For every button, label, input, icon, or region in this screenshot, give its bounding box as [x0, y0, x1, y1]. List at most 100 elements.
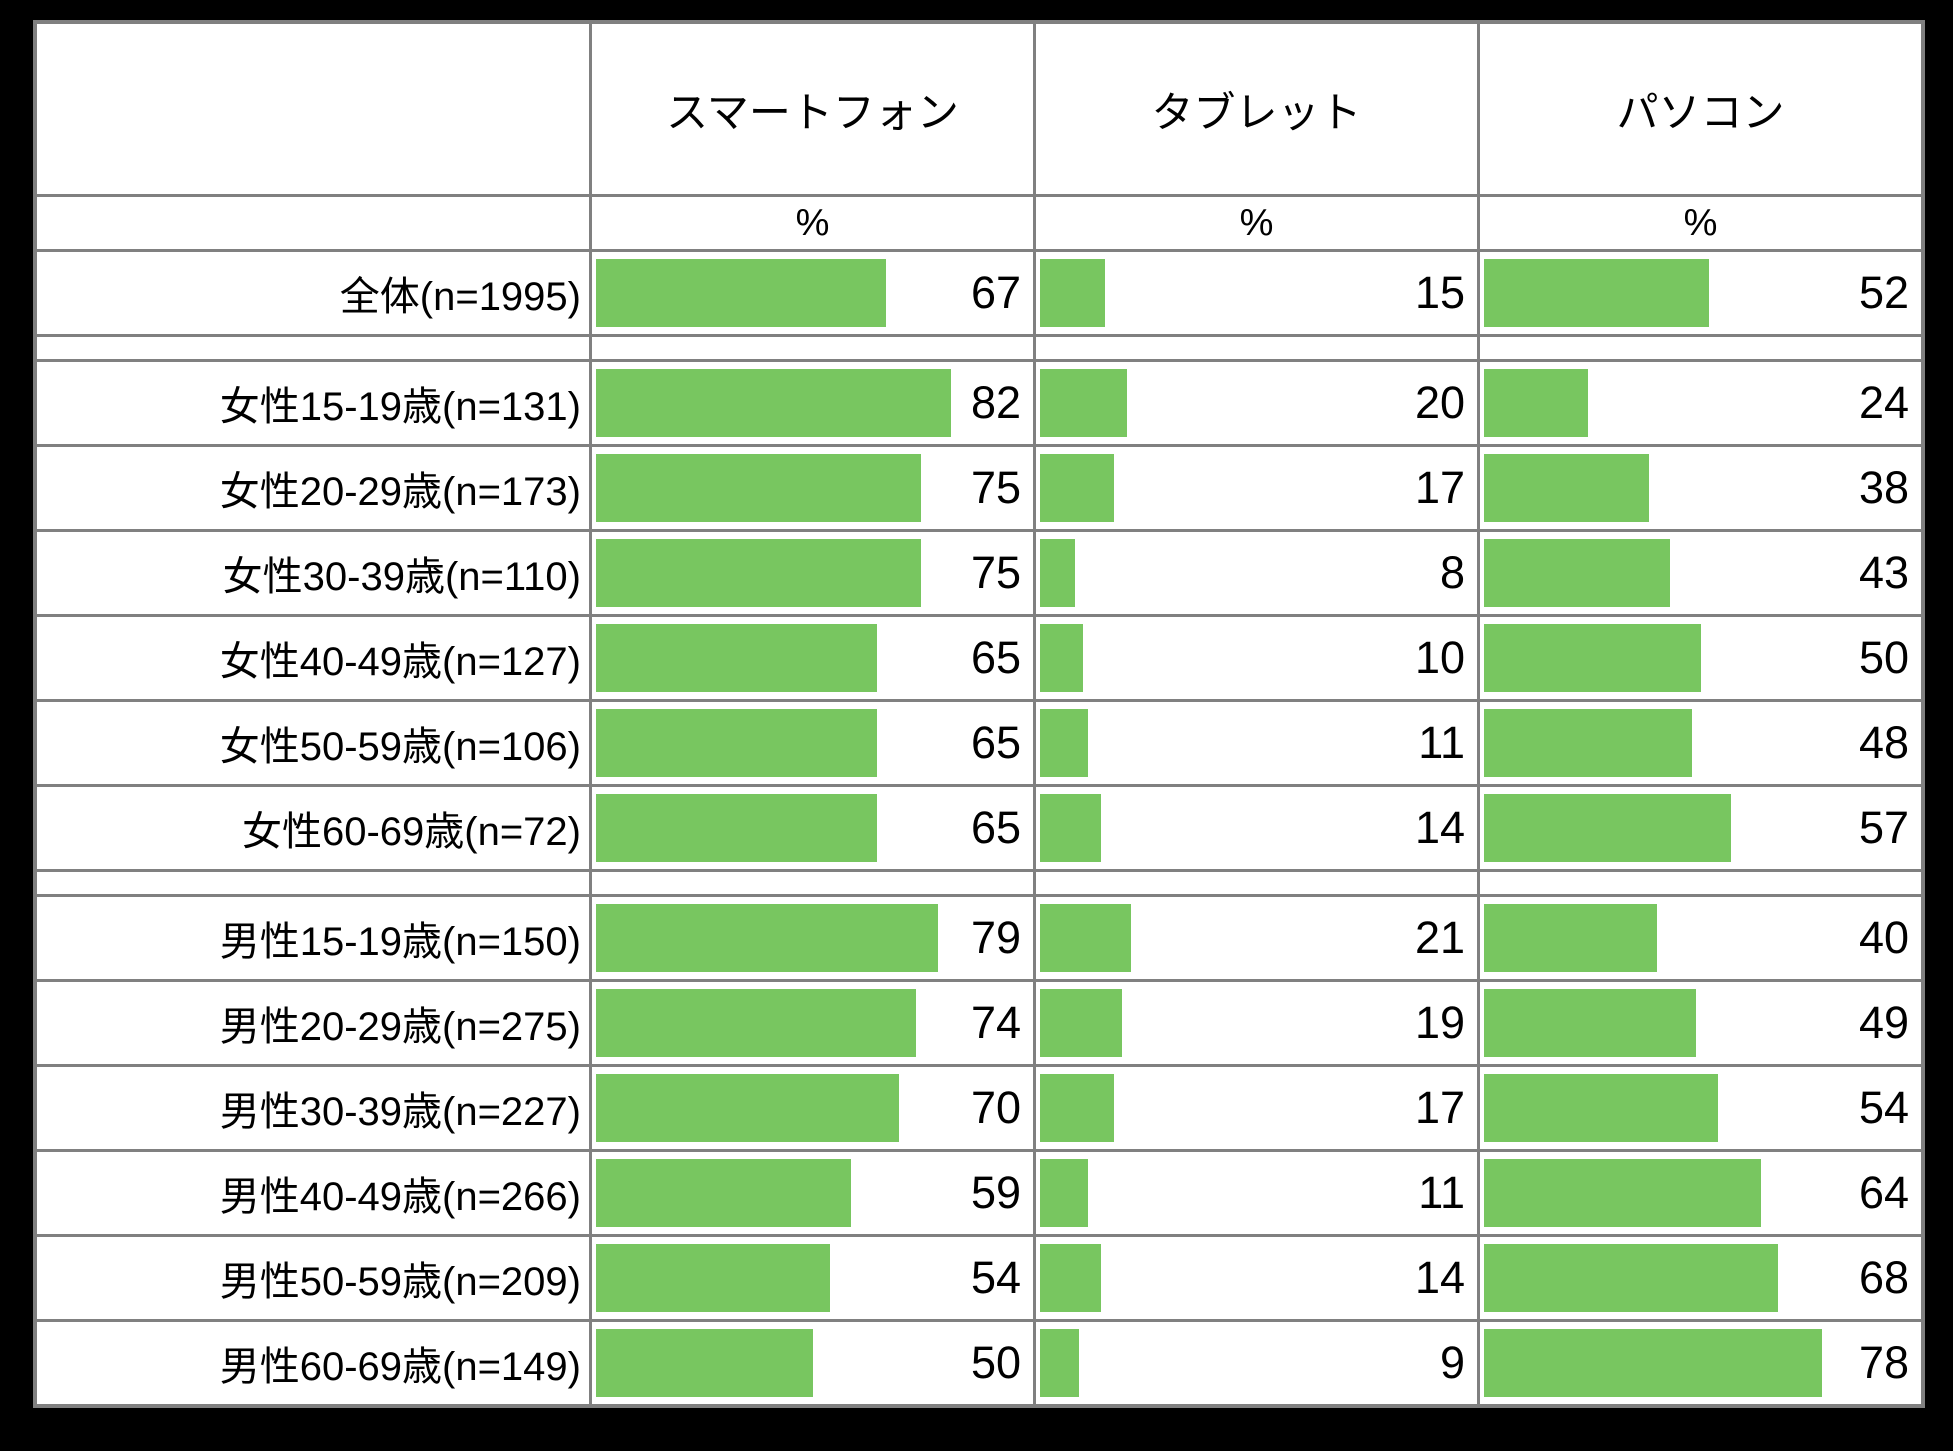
bar-track: [596, 369, 1029, 437]
value-label: 64: [1858, 1167, 1909, 1218]
value-bar: [1040, 989, 1123, 1057]
data-cell: 24: [1480, 362, 1921, 444]
bar-track: [596, 1159, 1029, 1227]
value-label: 14: [1414, 1252, 1465, 1303]
value-bar: [1484, 1244, 1779, 1312]
data-cell: 17: [1036, 1067, 1477, 1149]
data-cell: 54: [1480, 1067, 1921, 1149]
value-bar: [1484, 1159, 1762, 1227]
column-header-2: パソコン: [1480, 24, 1921, 194]
value-label: 40: [1858, 912, 1909, 963]
value-label: 14: [1414, 802, 1465, 853]
value-bar: [1040, 1159, 1088, 1227]
row-label: 男性30-39歳(n=227): [37, 1067, 589, 1149]
row-label: 女性60-69歳(n=72): [37, 787, 589, 869]
data-cell: 8: [1036, 532, 1477, 614]
value-bar: [596, 989, 917, 1057]
bar-track: [1040, 1159, 1473, 1227]
data-cell: 40: [1480, 897, 1921, 979]
row-label: 女性15-19歳(n=131): [37, 362, 589, 444]
spacer-cell: [1036, 337, 1477, 359]
data-cell: 79: [592, 897, 1033, 979]
spacer-cell: [592, 872, 1033, 894]
data-cell: 14: [1036, 787, 1477, 869]
data-cell: 65: [592, 617, 1033, 699]
data-cell: 65: [592, 787, 1033, 869]
data-cell: 67: [592, 252, 1033, 334]
bar-track: [596, 1074, 1029, 1142]
value-label: 68: [1858, 1252, 1909, 1303]
value-label: 52: [1858, 267, 1909, 318]
spacer-cell: [1480, 872, 1921, 894]
bar-track: [1040, 369, 1473, 437]
row-label: 男性50-59歳(n=209): [37, 1237, 589, 1319]
value-label: 65: [970, 717, 1021, 768]
bar-track: [596, 794, 1029, 862]
bar-track: [596, 709, 1029, 777]
value-bar: [1484, 624, 1701, 692]
unit-row-label-cell: [37, 197, 589, 249]
value-bar: [1040, 369, 1127, 437]
column-header-0: スマートフォン: [592, 24, 1033, 194]
bar-track: [1484, 904, 1917, 972]
data-cell: 50: [1480, 617, 1921, 699]
unit-cell-0: %: [592, 197, 1033, 249]
value-label: 20: [1414, 377, 1465, 428]
value-bar: [1484, 259, 1710, 327]
bar-track: [1484, 1074, 1917, 1142]
value-bar: [596, 1159, 852, 1227]
value-bar: [1040, 904, 1131, 972]
row-label: 男性60-69歳(n=149): [37, 1322, 589, 1404]
value-label: 59: [970, 1167, 1021, 1218]
value-label: 11: [1418, 717, 1465, 768]
data-cell: 78: [1480, 1322, 1921, 1404]
data-cell: 59: [592, 1152, 1033, 1234]
data-cell: 75: [592, 532, 1033, 614]
bar-track: [1484, 454, 1917, 522]
value-label: 65: [970, 802, 1021, 853]
value-bar: [596, 1074, 900, 1142]
row-label: 女性40-49歳(n=127): [37, 617, 589, 699]
data-cell: 48: [1480, 702, 1921, 784]
value-label: 48: [1858, 717, 1909, 768]
value-bar: [1040, 539, 1075, 607]
unit-cell-1: %: [1036, 197, 1477, 249]
value-bar: [1484, 794, 1731, 862]
bar-track: [1040, 539, 1473, 607]
bar-track: [1040, 1074, 1473, 1142]
value-bar: [1484, 454, 1649, 522]
value-label: 10: [1414, 632, 1465, 683]
value-bar: [1040, 794, 1101, 862]
value-label: 24: [1858, 377, 1909, 428]
data-cell: 11: [1036, 702, 1477, 784]
data-cell: 57: [1480, 787, 1921, 869]
value-label: 57: [1858, 802, 1909, 853]
data-cell: 74: [592, 982, 1033, 1064]
value-bar: [1040, 259, 1105, 327]
bar-track: [596, 989, 1029, 1057]
bar-track: [1484, 259, 1917, 327]
value-label: 15: [1414, 267, 1465, 318]
column-header-1: タブレット: [1036, 24, 1477, 194]
data-cell: 64: [1480, 1152, 1921, 1234]
value-bar: [1484, 1074, 1718, 1142]
data-cell: 75: [592, 447, 1033, 529]
bar-track: [1484, 539, 1917, 607]
value-label: 38: [1858, 462, 1909, 513]
value-bar: [1484, 989, 1697, 1057]
bar-track: [1040, 904, 1473, 972]
value-bar: [1040, 1074, 1114, 1142]
bar-track: [1040, 1244, 1473, 1312]
value-bar: [596, 904, 939, 972]
value-bar: [596, 1329, 813, 1397]
spacer-cell: [37, 337, 589, 359]
value-bar: [596, 369, 952, 437]
spacer-cell: [592, 337, 1033, 359]
data-cell: 65: [592, 702, 1033, 784]
value-bar: [1484, 1329, 1822, 1397]
bar-track: [596, 1329, 1029, 1397]
bar-track: [1040, 989, 1473, 1057]
value-label: 8: [1439, 547, 1465, 598]
data-cell: 17: [1036, 447, 1477, 529]
data-cell: 20: [1036, 362, 1477, 444]
